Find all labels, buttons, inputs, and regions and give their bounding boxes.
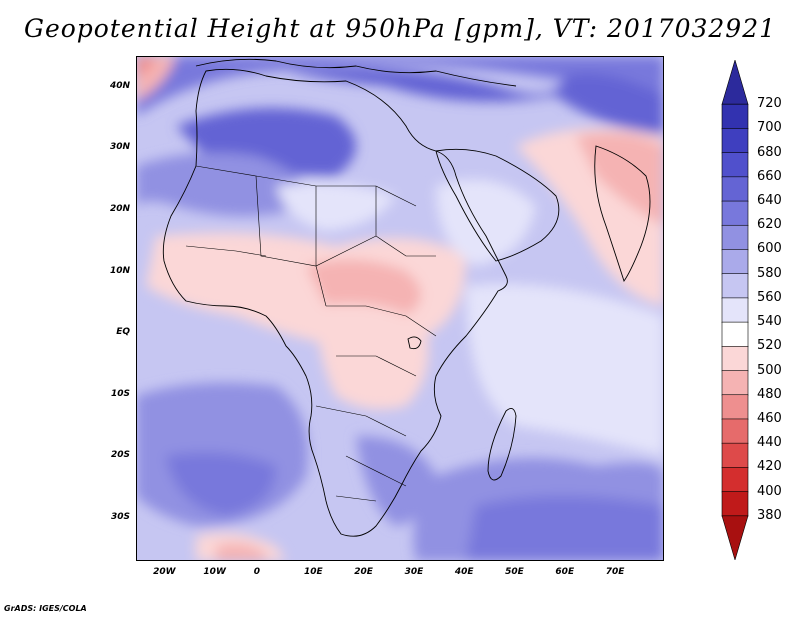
colorbar-level-label: 680 [757, 144, 782, 160]
lat-tick-label: 20N [109, 203, 130, 214]
colorbar-swatch [721, 418, 749, 444]
colorbar-swatch [721, 394, 749, 420]
colorbar-level-label: 660 [757, 168, 782, 184]
map-frame [136, 56, 664, 561]
lon-tick-label: 10E [304, 567, 323, 577]
colorbar-swatch [721, 370, 749, 396]
lon-tick-label: 60E [555, 567, 575, 577]
colorbar-swatch [721, 249, 749, 275]
lat-tick-label: EQ [116, 327, 130, 338]
country-borders [185, 165, 437, 502]
field-contours [136, 56, 664, 561]
lat-tick-label: 30S [110, 511, 130, 522]
colorbar-swatch [721, 515, 749, 560]
colorbar-level-label: 600 [757, 241, 782, 257]
lon-tick-label: 0 [253, 567, 260, 577]
colorbar-swatch [721, 491, 749, 517]
lat-tick-label: 10S [110, 388, 130, 399]
lon-tick-label: 40E [454, 567, 474, 577]
colorbar-level-label: 700 [757, 120, 782, 136]
colorbar-level-label: 480 [757, 386, 782, 402]
lon-tick-label: 70E [605, 567, 625, 577]
colorbar-level-label: 460 [757, 410, 782, 426]
lon-tick-label: 10W [203, 567, 226, 577]
colorbar-level-label: 380 [757, 507, 782, 523]
lat-tick-label: 20S [110, 450, 130, 461]
colorbar-swatch [721, 128, 749, 154]
colorbar-level-label: 500 [757, 362, 782, 378]
colorbar-level-label: 520 [757, 338, 782, 354]
lon-tick-label: 20E [354, 567, 373, 577]
colorbar [721, 60, 749, 560]
colorbar-swatch [721, 103, 749, 130]
lon-tick-label: 50E [505, 567, 524, 577]
colorbar-swatch [721, 467, 749, 493]
lon-tick-label: 20W [153, 567, 176, 577]
height-field-svg [136, 56, 664, 561]
colorbar-swatches [721, 60, 749, 560]
colorbar-swatch [721, 152, 749, 178]
colorbar-swatch [721, 297, 749, 323]
colorbar-swatch [721, 200, 749, 227]
lat-tick-label: 30N [109, 142, 130, 153]
colorbar-swatch [721, 321, 749, 348]
colorbar-level-label: 540 [757, 314, 782, 330]
colorbar-swatch [721, 442, 749, 469]
coastlines [162, 58, 651, 537]
colorbar-swatch [721, 273, 749, 299]
colorbar-swatch [721, 176, 749, 202]
colorbar-level-label: 580 [757, 265, 782, 281]
colorbar-level-label: 440 [757, 435, 782, 451]
map-plot-area [136, 56, 664, 561]
colorbar-swatch [721, 60, 749, 105]
lat-tick-label: 10N [109, 265, 130, 276]
colorbar-level-label: 620 [757, 217, 782, 233]
colorbar-swatch [721, 346, 749, 372]
colorbar-level-label: 560 [757, 289, 782, 305]
colorbar-level-label: 640 [757, 193, 782, 209]
colorbar-level-label: 400 [757, 483, 782, 499]
colorbar-swatch [721, 224, 749, 251]
map-title: Geopotential Height at 950hPa [gpm], VT:… [23, 14, 777, 43]
lat-tick-label: 40N [109, 80, 130, 91]
footer-credit: GrADS: IGES/COLA [4, 604, 87, 613]
lon-tick-label: 30E [404, 567, 424, 577]
colorbar-level-label: 420 [757, 459, 782, 475]
colorbar-level-label: 720 [757, 96, 782, 112]
